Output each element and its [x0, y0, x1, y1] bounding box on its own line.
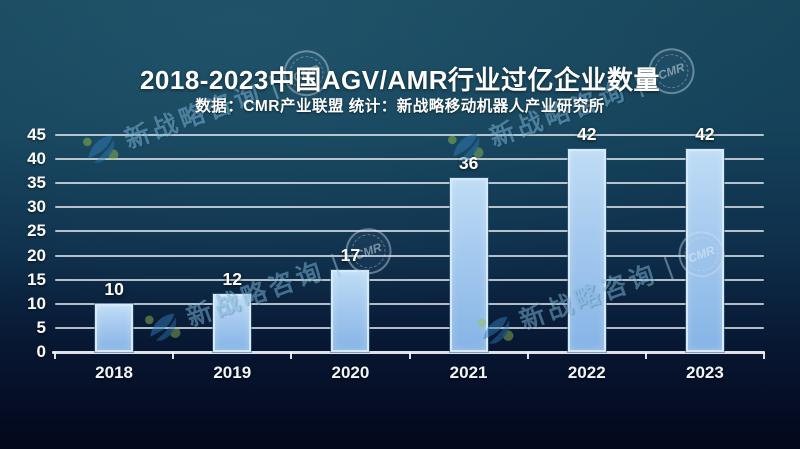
bar-2018: [95, 303, 134, 352]
bar-2023: [685, 149, 724, 352]
x-axis-tick: [526, 352, 529, 359]
bar-value-label: 10: [104, 278, 124, 299]
gridline: [55, 278, 764, 281]
bar-value-label: 36: [458, 153, 479, 174]
x-axis-tick: [54, 352, 56, 359]
gridline: [55, 326, 764, 329]
x-axis-tick: [408, 352, 411, 359]
bar-value-label: 12: [222, 269, 242, 290]
bar-value-label: 42: [577, 124, 597, 145]
gridline: [55, 134, 764, 136]
gridline: [55, 182, 764, 185]
bar-value-label: 42: [695, 124, 715, 145]
y-axis-label: 20: [27, 245, 46, 265]
x-axis-label: 2020: [331, 363, 370, 382]
x-axis-label: 2023: [685, 363, 724, 382]
y-axis-label: 40: [27, 149, 46, 169]
x-axis-label: 2022: [567, 363, 606, 382]
y-axis-label: 0: [36, 342, 46, 361]
x-axis-label: 2019: [213, 363, 252, 382]
y-axis-label: 35: [27, 173, 46, 193]
bar-2021: [449, 178, 488, 352]
page-subtitle: 数据：CMR产业联盟 统计：新战略移动机器人产业研究所: [195, 98, 605, 115]
gridline: [55, 230, 764, 233]
gridline: [55, 158, 764, 161]
y-axis-label: 15: [27, 269, 46, 289]
gridline: [55, 254, 764, 257]
bar-2019: [213, 294, 252, 352]
x-axis-label: 2021: [449, 363, 488, 382]
x-axis-tick: [172, 352, 175, 359]
gridline: [55, 302, 764, 305]
x-axis-label: 2018: [95, 363, 133, 382]
y-axis-label: 5: [36, 317, 46, 337]
y-axis-label: 45: [27, 125, 46, 144]
bar-2022: [567, 149, 606, 352]
x-axis-tick: [763, 352, 765, 359]
x-axis-tick: [290, 352, 293, 359]
y-axis-label: 10: [27, 293, 46, 313]
x-axis-tick: [644, 352, 647, 359]
bar-value-label: 17: [340, 245, 361, 266]
page-title: 2018-2023中国AGV/AMR行业过亿企业数量: [139, 65, 661, 95]
gridline: [55, 206, 764, 209]
bar-2020: [331, 270, 370, 352]
y-axis-label: 30: [27, 197, 46, 217]
y-axis-label: 25: [27, 221, 46, 241]
